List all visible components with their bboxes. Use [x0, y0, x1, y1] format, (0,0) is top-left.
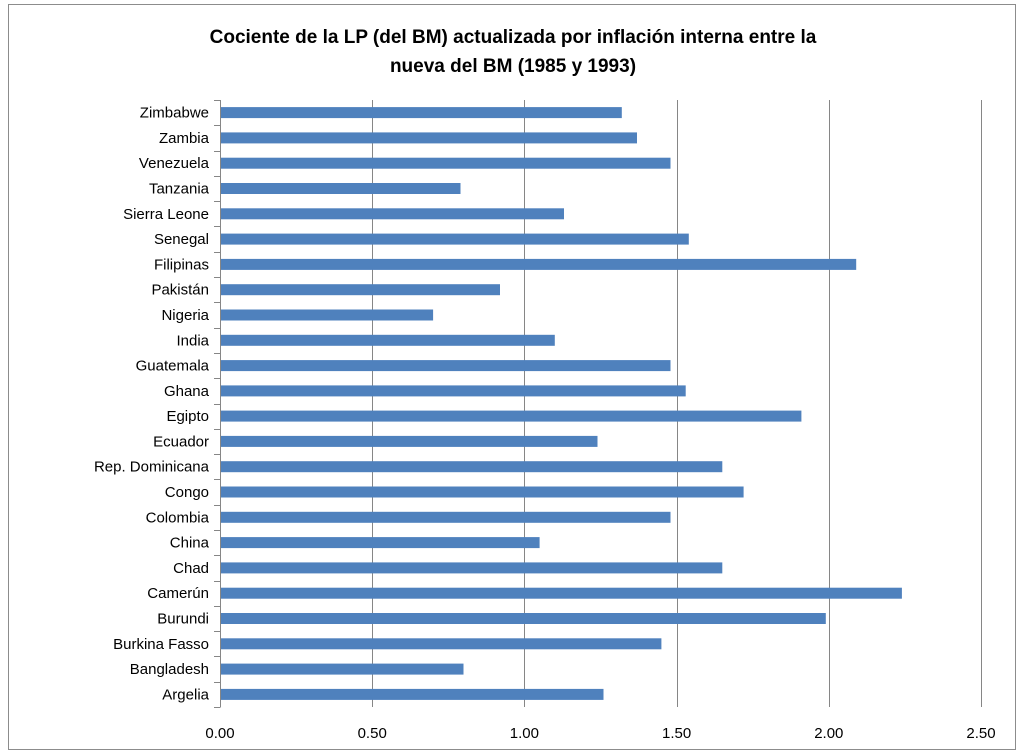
- bar: [221, 537, 540, 549]
- bar: [221, 385, 686, 397]
- bar: [221, 461, 723, 473]
- bar: [221, 562, 723, 574]
- y-tick-label: Congo: [165, 484, 209, 501]
- y-tick-label: Tanzania: [149, 181, 210, 198]
- y-tick-label: Egipto: [166, 408, 209, 425]
- y-tick-label: Ghana: [164, 383, 210, 400]
- x-tick-label: 2.00: [814, 725, 843, 742]
- y-tick-label: Senegal: [154, 231, 209, 248]
- y-tick-label: Venezuela: [139, 155, 210, 172]
- bar: [221, 613, 826, 624]
- bar: [221, 258, 857, 270]
- chart-title-line-1: Cociente de la LP (del BM) actualizada p…: [209, 27, 817, 48]
- y-tick-label: Zambia: [159, 130, 210, 147]
- y-tick-label: Colombia: [146, 509, 210, 526]
- x-tick-label: 2.50: [966, 725, 995, 742]
- bar: [221, 663, 464, 675]
- x-tick-label: 0.00: [205, 725, 234, 742]
- bar: [221, 183, 461, 194]
- bar: [221, 511, 671, 523]
- bar: [221, 587, 902, 599]
- y-tick-label: India: [176, 332, 209, 349]
- y-tick-label: Bangladesh: [130, 661, 209, 678]
- bar: [221, 284, 500, 296]
- y-tick-label: Argelia: [162, 686, 209, 703]
- y-tick-label: Burundi: [157, 611, 209, 628]
- x-tick-label: 1.00: [510, 725, 539, 742]
- chart-title-line-2: nueva del BM (1985 y 1993): [389, 56, 637, 77]
- y-tick-label: Pakistán: [151, 282, 209, 299]
- bar: [221, 688, 604, 700]
- plot-area: Argelia Bangladesh Burkina Fasso Burundi Cam…: [94, 100, 996, 742]
- bar: [221, 410, 802, 422]
- bar: [221, 309, 434, 321]
- bar: [221, 334, 555, 346]
- chart-title: Cociente de la LP (del BM) actualizada p…: [9, 23, 1017, 81]
- bar: [221, 132, 637, 144]
- y-tick-label: Filipinas: [154, 256, 209, 273]
- bar: [221, 208, 564, 220]
- bar: [221, 486, 744, 498]
- y-tick-label: Rep. Dominicana: [94, 459, 210, 476]
- y-tick-label: Chad: [173, 560, 209, 577]
- y-tick-label: China: [170, 535, 210, 552]
- y-tick-label: Nigeria: [161, 307, 209, 324]
- bar: [221, 157, 671, 169]
- x-tick-label: 1.50: [662, 725, 691, 742]
- chart-area: Cociente de la LP (del BM) actualizada p…: [8, 4, 1016, 750]
- y-tick-label: Zimbabwe: [140, 105, 209, 122]
- bar: [221, 435, 598, 447]
- y-tick-label: Guatemala: [136, 358, 210, 375]
- bar: [221, 638, 662, 650]
- y-tick-label: Camerún: [147, 585, 209, 602]
- y-tick-label: Sierra Leone: [123, 206, 209, 223]
- bar: [221, 107, 622, 119]
- bar: [221, 360, 671, 372]
- y-tick-label: Ecuador: [153, 433, 209, 450]
- y-tick-label: Burkina Fasso: [113, 636, 209, 653]
- bar: [221, 233, 689, 245]
- x-tick-label: 0.50: [358, 725, 387, 742]
